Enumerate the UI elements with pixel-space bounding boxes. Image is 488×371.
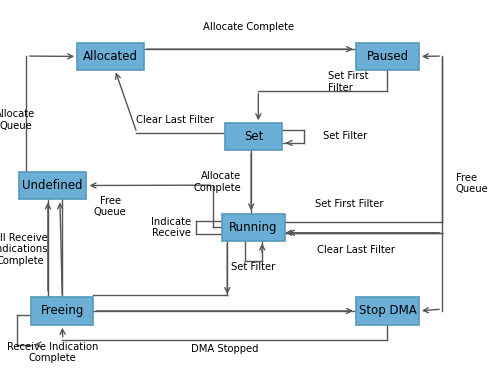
Text: Paused: Paused — [366, 50, 408, 63]
Text: Receive Indication
Complete: Receive Indication Complete — [7, 342, 99, 363]
Text: Clear Last Filter: Clear Last Filter — [317, 245, 395, 255]
Text: Allocate
Queue: Allocate Queue — [0, 109, 36, 131]
Text: Set First Filter: Set First Filter — [315, 199, 384, 209]
Text: Allocate
Complete: Allocate Complete — [194, 171, 242, 193]
FancyBboxPatch shape — [356, 297, 419, 325]
Text: Set Filter: Set Filter — [231, 263, 276, 272]
Text: Set Filter: Set Filter — [323, 131, 367, 141]
Text: Indicate
Receive: Indicate Receive — [151, 217, 191, 238]
Text: Freeing: Freeing — [41, 305, 84, 318]
Text: Free
Queue: Free Queue — [456, 173, 488, 194]
FancyBboxPatch shape — [225, 123, 282, 150]
Text: DMA Stopped: DMA Stopped — [191, 344, 259, 354]
Text: Free
Queue: Free Queue — [94, 196, 126, 217]
FancyBboxPatch shape — [223, 214, 285, 241]
Text: Allocated: Allocated — [82, 50, 138, 63]
FancyBboxPatch shape — [19, 172, 86, 199]
Text: Undefined: Undefined — [22, 179, 83, 192]
Text: Stop DMA: Stop DMA — [359, 305, 416, 318]
Text: Clear Last Filter: Clear Last Filter — [136, 115, 214, 125]
Text: Running: Running — [229, 221, 278, 234]
Text: All Receive
Indications
Complete: All Receive Indications Complete — [0, 233, 47, 266]
FancyBboxPatch shape — [77, 43, 143, 70]
Text: Allocate Complete: Allocate Complete — [203, 22, 294, 32]
Text: Set First
Filter: Set First Filter — [328, 71, 368, 93]
FancyBboxPatch shape — [356, 43, 419, 70]
Text: Set: Set — [244, 130, 263, 143]
FancyBboxPatch shape — [31, 297, 93, 325]
